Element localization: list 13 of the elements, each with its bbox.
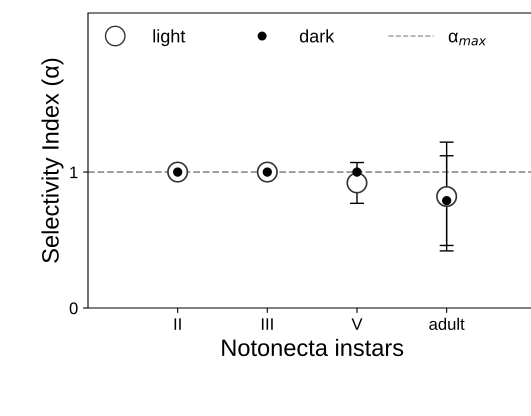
- point: [352, 167, 362, 177]
- y-tick-label: 1: [70, 166, 78, 178]
- legend-label: α$_{max}$: [448, 32, 486, 46]
- x-tick-label: V: [352, 318, 362, 330]
- legend-label: dark: [300, 29, 334, 43]
- x-tick-label: II: [174, 318, 181, 330]
- y-tick-label: 0: [70, 302, 78, 314]
- x-axis-title: Notonecta instars: [222, 338, 404, 356]
- legend-label: light: [153, 29, 186, 46]
- y-axis-title: Selectivity Index (α): [41, 58, 64, 263]
- x-tick-label: III: [262, 318, 273, 330]
- x-tick-label: adult: [429, 318, 465, 330]
- point: [346, 172, 368, 194]
